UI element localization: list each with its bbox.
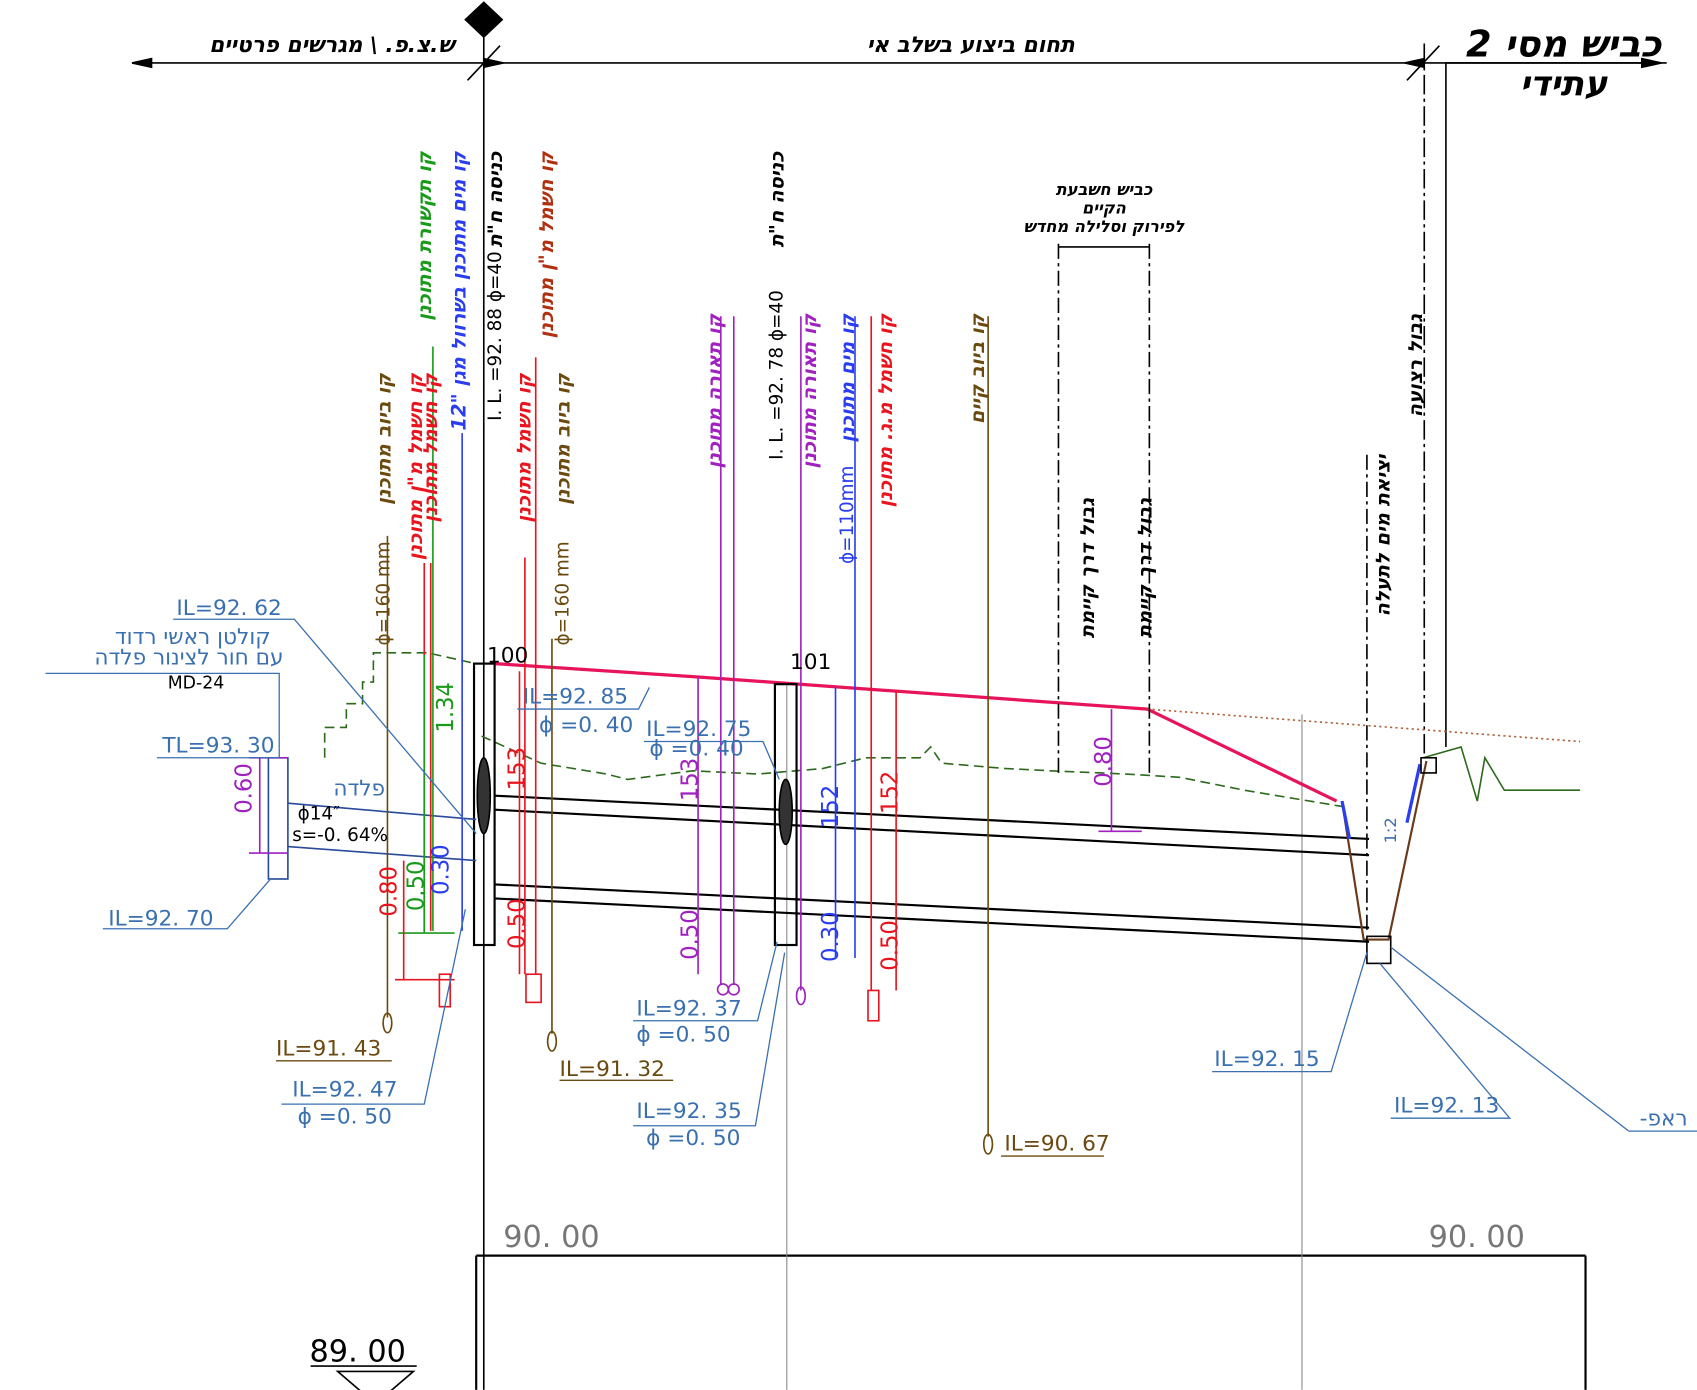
header-label: תחום ביצוע בשלב אי <box>867 33 1075 58</box>
annotation: IL=92. 47 <box>292 1078 397 1103</box>
annotation: TL=93. 30 <box>161 733 274 758</box>
vertical-label: ϕ=110mm <box>837 466 858 564</box>
annotation: ϕ =0. 50 <box>636 1022 730 1047</box>
vertical-label: כניסה ח"ת <box>766 151 789 248</box>
dimension: 0.50 <box>504 898 530 949</box>
station: 100 <box>487 644 528 669</box>
annotation: ϕ =0. 50 <box>646 1126 740 1151</box>
annotation: IL=92. 70 <box>108 907 213 932</box>
dimension: 0.60 <box>232 763 258 814</box>
pavement-note: כביש חשבעת <box>1056 180 1154 199</box>
dimension: 153 <box>677 758 703 801</box>
annotation: ϕ =0. 40 <box>539 713 633 738</box>
dimension: 0.50 <box>677 909 703 960</box>
annotation: IL=92. 13 <box>1394 1094 1499 1119</box>
road-title: כביש מסי 2 <box>1466 22 1662 65</box>
vertical-label: קו ביוב מתוכנן <box>551 373 574 505</box>
annotation: IL=92. 37 <box>636 996 741 1021</box>
annotation: ϕ14″ <box>298 803 341 824</box>
annotation: IL=90. 67 <box>1004 1132 1109 1157</box>
dimension: 152 <box>818 785 844 828</box>
vertical-label: I. L. =92. 78 ϕ=40 <box>767 290 788 460</box>
annotation: עם חור לצינור פלדה <box>94 646 283 671</box>
header-label: ש.צ.פ. \ מגרשים פרטיים <box>209 33 457 58</box>
profile <box>267 651 1581 965</box>
annotation: פלדה <box>333 777 385 802</box>
level: 90. 00 <box>503 1220 599 1255</box>
dimension: 1:2 <box>1381 817 1400 843</box>
vertical-label: קו חשמל מתוכנן <box>419 373 442 523</box>
dimension: 0.30 <box>818 911 844 962</box>
vertical-label: קו חשמל מ.ג. מתוכנן <box>874 313 897 507</box>
dimension: 152 <box>878 771 904 814</box>
annotation: IL=91. 43 <box>276 1036 381 1061</box>
vertical-label: יציאת מים לתעלה <box>1372 453 1395 616</box>
annotation: MD-24 <box>168 674 225 694</box>
annotation: IL=92. 35 <box>636 1099 741 1124</box>
road-note: עתידי <box>1520 64 1608 104</box>
labels: ש.צ.פ. \ מגרשים פרטיים תחום ביצוע בשלב אי… <box>94 22 1687 1369</box>
annotation: ϕ =0. 40 <box>649 737 743 762</box>
dimension: 0.80 <box>1091 736 1117 787</box>
vertical-label: גבול דרך קיימת <box>1134 498 1157 638</box>
utility-lines <box>248 243 1368 1155</box>
annotation: IL=92. 15 <box>1214 1047 1319 1072</box>
vertical-label: גבול רצועה <box>1404 314 1427 418</box>
annotation: ϕ =0. 50 <box>298 1105 392 1130</box>
annotation: IL=91. 32 <box>560 1057 665 1082</box>
vertical-label: I. L. =92. 88 ϕ=40 <box>485 251 506 421</box>
annotation: IL=92. 85 <box>523 685 628 710</box>
vertical-label: קו ביוב מתוכנן <box>373 373 396 505</box>
annotation: s=-0. 64% <box>292 825 388 846</box>
station: 101 <box>790 650 831 675</box>
vertical-label: קו חשמל מתוכנן <box>512 373 535 523</box>
vertical-label: קו חשמל מ"ן מתוכנן <box>404 373 427 560</box>
vertical-label: ϕ=160 mm <box>374 541 395 645</box>
dimension: 0.80 <box>377 866 403 917</box>
vertical-label: קו ביוב קיים <box>966 313 989 424</box>
leaders <box>45 618 1697 1157</box>
vertical-label: גבול דרך קיימת <box>1076 498 1099 638</box>
level: 89. 00 <box>310 1335 406 1370</box>
dimension: 1.34 <box>433 682 459 733</box>
vertical-label: כניסה ח"ת <box>484 151 507 248</box>
pavement-note: הקיים <box>1082 198 1126 217</box>
dimension: 0.30 <box>429 844 455 895</box>
vertical-label: ϕ=160 mm <box>552 541 573 645</box>
annotation: קולטן ראשי רדוד <box>115 625 271 650</box>
vertical-label: קו תאורה מתוכנן <box>703 313 726 468</box>
dimension: 0.50 <box>404 861 430 912</box>
pavement-note: לפירוק וסלילה מחדש <box>1024 217 1186 236</box>
annotation: -ראפ <box>1640 1107 1688 1132</box>
dimension: 153 <box>504 747 530 790</box>
dimension: 0.50 <box>878 920 904 971</box>
vertical-label: קו תאורה מתוכנן <box>798 313 821 468</box>
vertical-label: קו חשמל מ"ן מתוכנן <box>535 151 558 338</box>
vertical-label: קו מים מתוכנן <box>836 313 859 442</box>
annotation: IL=92. 62 <box>176 596 281 621</box>
vertical-label: קו מים מתוכנן בשרוול מגן "12 <box>447 151 470 431</box>
level: 90. 00 <box>1429 1220 1525 1255</box>
annotation: IL=92. 75 <box>646 717 751 742</box>
vertical-label: קו תקשורת מתוכנן <box>413 151 436 321</box>
